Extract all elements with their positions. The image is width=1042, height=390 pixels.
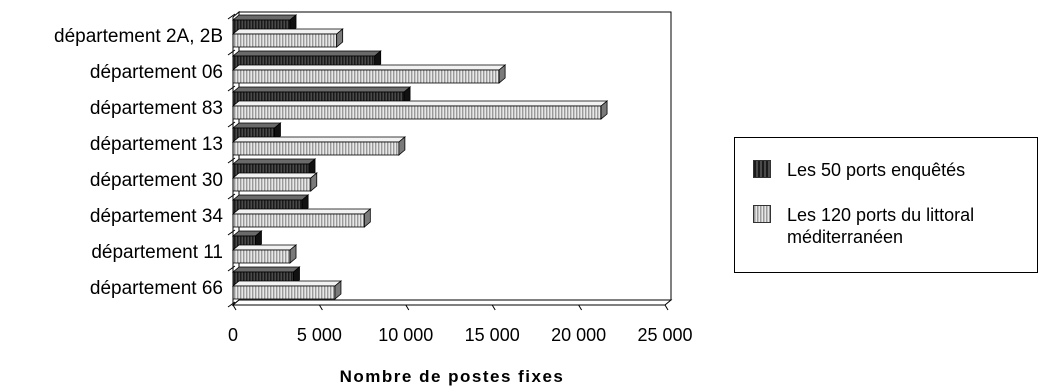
- y-tick: [227, 193, 236, 200]
- bar-front-face: [232, 249, 291, 264]
- bar-top-face: [231, 28, 344, 35]
- x-tick-label: 0: [228, 325, 238, 345]
- bar-top-face: [231, 194, 310, 201]
- y-tick-label: département 83: [90, 98, 223, 119]
- bar-end-face: [336, 28, 344, 48]
- bar-top-face: [231, 266, 301, 273]
- bar-top-face: [231, 100, 609, 107]
- bar-front-face: [232, 33, 338, 48]
- legend-item-surveyed-ports: Les 50 ports enquêtés: [753, 159, 1017, 181]
- legend-label: Les 50 ports enquêtés: [787, 160, 966, 180]
- legend-swatch-dark: [753, 160, 771, 178]
- bar: [231, 100, 609, 120]
- y-tick: [227, 85, 236, 92]
- y-tick-label: département 34: [90, 206, 224, 227]
- bar: [231, 136, 406, 156]
- bar-top-face: [231, 14, 298, 21]
- bar-front-face: [232, 213, 365, 228]
- x-tick: [232, 304, 237, 311]
- bar-top-face: [231, 280, 343, 287]
- bar-top-face: [231, 50, 382, 57]
- x-tick: [664, 304, 669, 311]
- x-tick: [318, 304, 323, 311]
- y-tick-label: département 30: [90, 170, 223, 191]
- bar-front-face: [232, 69, 500, 84]
- bars-group: [231, 14, 609, 300]
- bar-end-face: [310, 172, 318, 192]
- y-tick: [227, 121, 236, 128]
- x-tick-label: 20 000: [551, 325, 606, 345]
- bar: [231, 208, 372, 228]
- bar: [231, 280, 343, 300]
- bar-top-face: [231, 86, 412, 93]
- y-tick-label: département 06: [90, 62, 223, 83]
- x-tick: [491, 304, 496, 311]
- bar-end-face: [334, 280, 342, 300]
- bar-front-face: [232, 141, 400, 156]
- bar-front-face: [232, 285, 336, 300]
- bar-front-face: [232, 105, 602, 120]
- y-tick: [227, 265, 236, 272]
- x-tick-label: 5 000: [297, 325, 342, 345]
- x-axis-title: Nombre de postes fixes: [340, 367, 565, 386]
- x-tick-label: 10 000: [378, 325, 433, 345]
- bar: [231, 64, 507, 84]
- x-tick-label: 25 000: [637, 325, 692, 345]
- legend-item-coastal-ports: Les 120 ports du littoral méditerranéen: [753, 204, 1017, 248]
- x-tick: [578, 304, 583, 311]
- y-tick: [227, 49, 236, 56]
- bar-end-face: [289, 244, 297, 264]
- y-tick-label: département 11: [91, 242, 223, 263]
- y-tick: [227, 229, 236, 236]
- bar-end-face: [363, 208, 371, 228]
- bar-end-face: [600, 100, 608, 120]
- bar-top-face: [231, 136, 406, 143]
- axes-group: département 2A, 2B département 06 départem…: [54, 13, 693, 345]
- y-tick-label: département 66: [90, 278, 223, 299]
- bar-top-face: [231, 122, 282, 129]
- bar-front-face: [232, 177, 312, 192]
- y-tick-label: département 2A, 2B: [54, 26, 223, 47]
- bar-top-face: [231, 172, 318, 179]
- y-tick: [227, 301, 236, 308]
- bar: [231, 28, 344, 48]
- bar-top-face: [231, 244, 298, 251]
- x-tick-label: 15 000: [465, 325, 520, 345]
- bar-end-face: [398, 136, 406, 156]
- bar-top-face: [231, 64, 507, 71]
- y-tick-label: département 13: [90, 134, 223, 155]
- y-tick: [227, 13, 236, 20]
- y-tick: [227, 157, 236, 164]
- bar-top-face: [231, 208, 372, 215]
- bar-top-face: [231, 158, 317, 165]
- legend-swatch-light: [753, 205, 771, 223]
- bar: [231, 172, 318, 192]
- bar: [231, 244, 298, 264]
- bar-end-face: [498, 64, 506, 84]
- plot-floor: [231, 299, 673, 306]
- x-tick: [405, 304, 410, 311]
- legend-label: Les 120 ports du littoral méditerranéen: [787, 205, 975, 247]
- legend: Les 50 ports enquêtés Les 120 ports du l…: [734, 137, 1038, 273]
